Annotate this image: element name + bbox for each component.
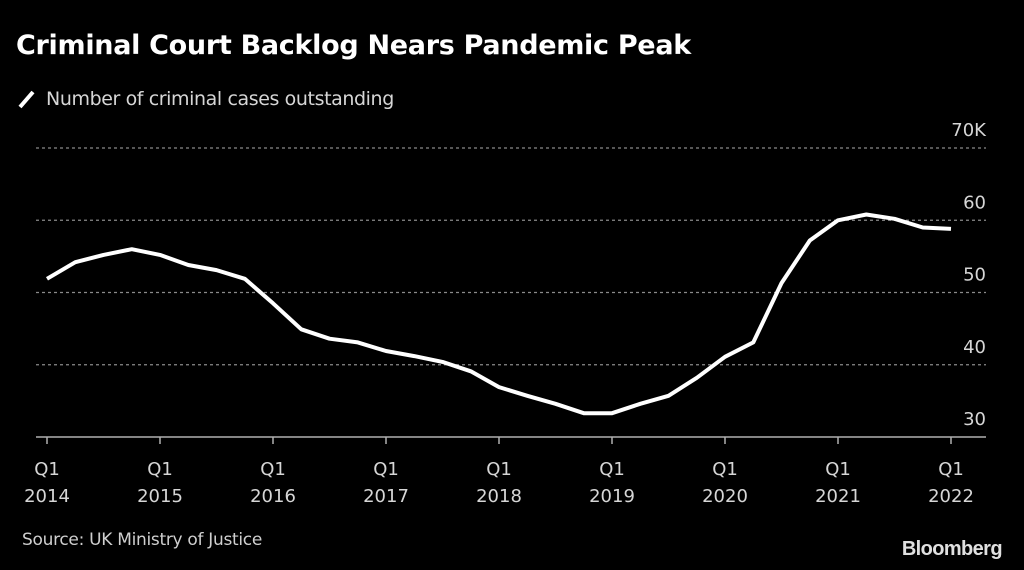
x-tick-label-year: 2016 [250,486,296,507]
x-tick-label-quarter: Q1 [486,459,512,480]
series [45,212,952,416]
x-tick-label-year: 2019 [589,486,635,507]
x-tick-label-quarter: Q1 [712,459,738,480]
x-tick-label-quarter: Q1 [938,459,964,480]
x-tick-label-year: 2018 [476,486,522,507]
x-tick-label-quarter: Q1 [599,459,625,480]
y-tick-label: 70K [951,120,987,141]
legend: Number of criminal cases outstanding [16,88,394,110]
y-tick-label: 50 [963,265,986,286]
y-tick-label: 30 [963,409,986,430]
x-tick-label-year: 2021 [815,486,861,507]
x-tick-label-year: 2017 [363,486,409,507]
y-tick-label: 40 [963,337,986,358]
x-tick-label-year: 2020 [702,486,748,507]
x-tick-label-quarter: Q1 [260,459,286,480]
series-line [45,212,952,416]
x-tick-label-quarter: Q1 [373,459,399,480]
x-axis: Q1 2014 Q1 2015 Q1 2016 Q1 2017 Q1 2018 Q1 2019 Q1 20… [24,436,986,507]
x-tick-label-year: 2022 [928,486,974,507]
source-note: Source: UK Ministry of Justice [22,530,263,550]
legend-line-icon [18,90,35,109]
x-tick-label-quarter: Q1 [825,459,851,480]
x-tick-label-year: 2015 [137,486,183,507]
y-axis-labels: 70K 60 50 40 30 [951,120,987,430]
chart-title: Criminal Court Backlog Nears Pandemic Pe… [16,30,691,61]
x-tick-label-year: 2014 [24,486,70,507]
gridlines [36,147,986,366]
y-tick-label: 60 [963,192,986,213]
legend-label: Number of criminal cases outstanding [46,88,394,110]
bloomberg-logo: Bloomberg [901,538,1003,560]
x-tick-label-quarter: Q1 [34,459,60,480]
x-tick-label-quarter: Q1 [147,459,173,480]
